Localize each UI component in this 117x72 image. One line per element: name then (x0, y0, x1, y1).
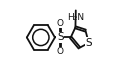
Text: O: O (57, 19, 64, 28)
Text: H₂N: H₂N (67, 13, 84, 22)
Text: S: S (85, 38, 92, 48)
Text: S: S (57, 32, 64, 42)
Text: O: O (57, 47, 64, 56)
